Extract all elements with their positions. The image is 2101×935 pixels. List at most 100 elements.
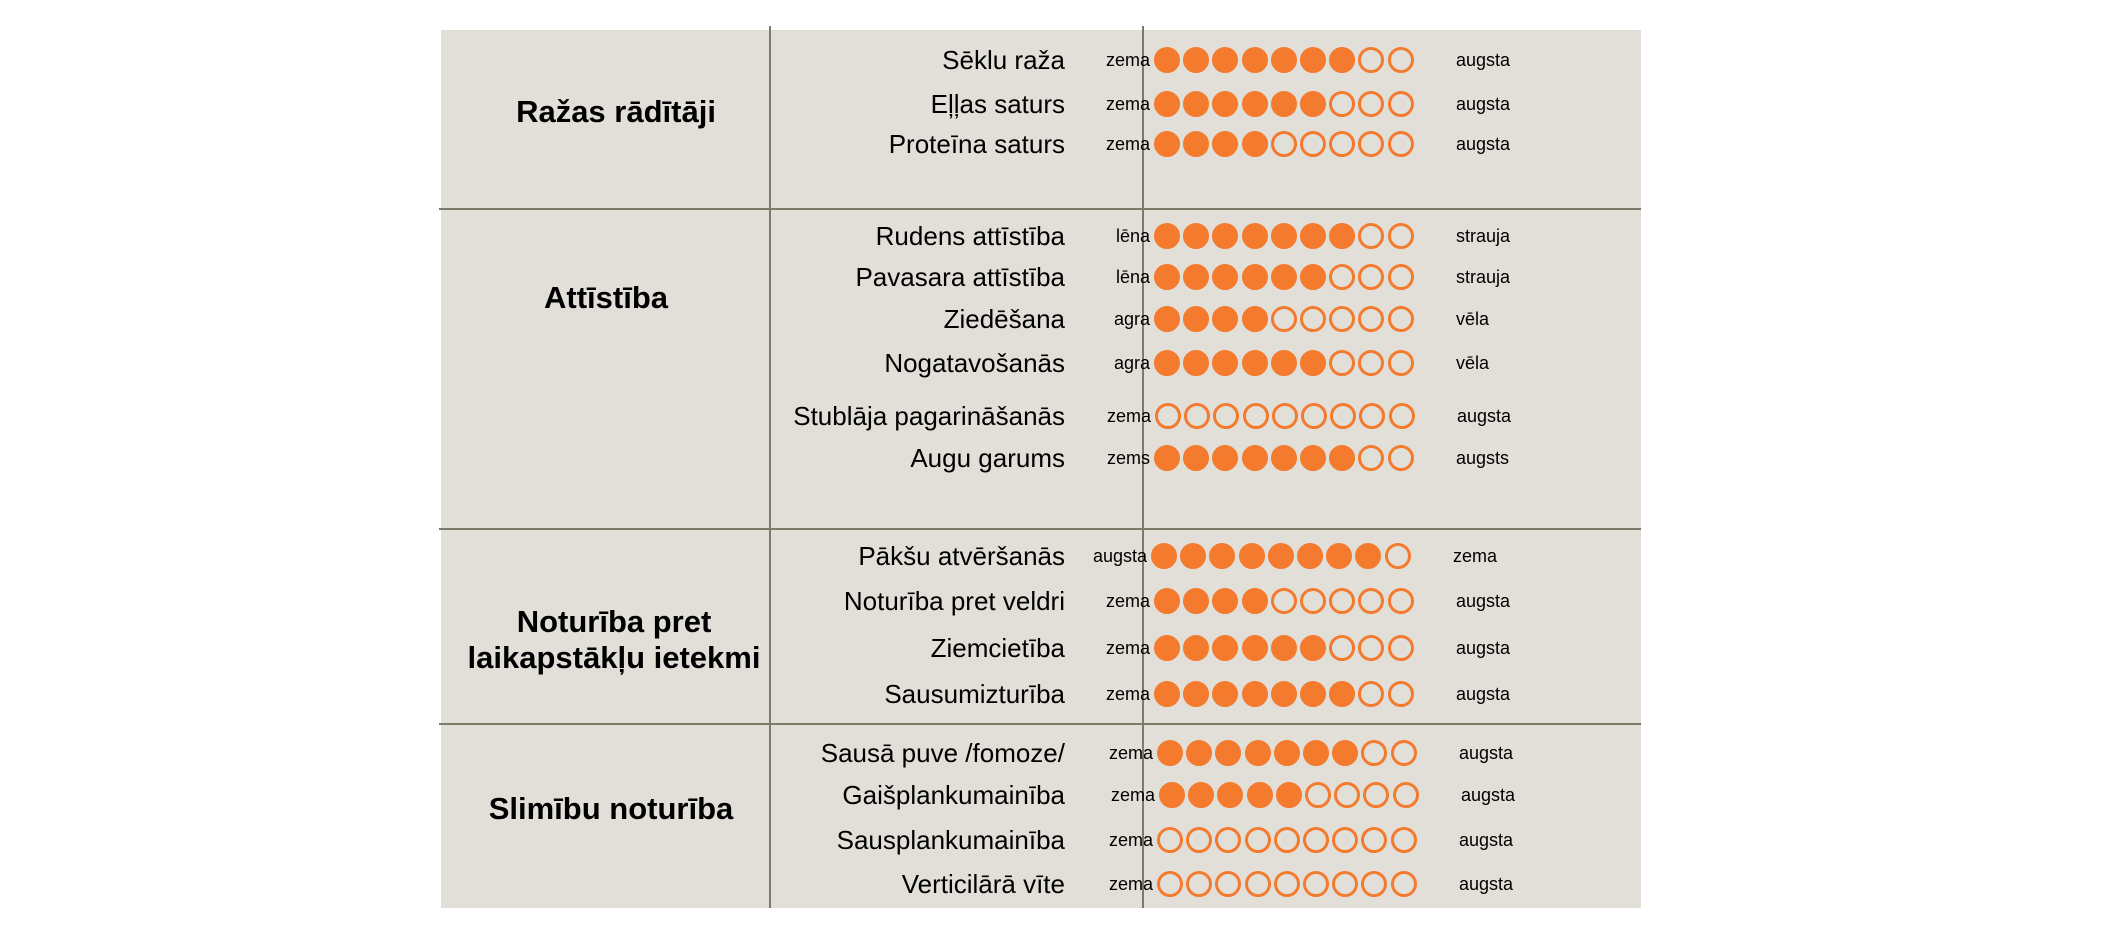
- filled-dot: [1183, 306, 1210, 332]
- empty-dot: [1388, 403, 1415, 429]
- empty-dot: [1387, 91, 1414, 117]
- empty-dot: [1302, 871, 1329, 897]
- empty-dot: [1157, 827, 1183, 853]
- filled-dot: [1299, 350, 1326, 376]
- scale-low-label: zema: [1105, 591, 1150, 611]
- rating-dots: [1154, 586, 1414, 616]
- empty-dot: [1392, 782, 1419, 808]
- empty-dot: [1358, 588, 1385, 614]
- rating-scale: zema augsta: [1107, 401, 1585, 431]
- empty-dot: [1186, 827, 1213, 853]
- filled-dot: [1183, 681, 1210, 707]
- filled-dot: [1241, 445, 1268, 471]
- rating-scale: zema augsta: [1106, 129, 1584, 159]
- empty-dot: [1359, 403, 1386, 429]
- empty-dot: [1157, 871, 1183, 897]
- rating-dots: [1154, 679, 1414, 709]
- empty-dot: [1184, 403, 1211, 429]
- rating-scale: zema augsta: [1106, 633, 1584, 663]
- filled-dot: [1159, 782, 1185, 808]
- scale-low-label: zema: [1106, 406, 1151, 426]
- filled-dot: [1302, 740, 1329, 766]
- filled-dot: [1212, 47, 1239, 73]
- empty-dot: [1358, 264, 1385, 290]
- empty-dot: [1299, 131, 1326, 157]
- scale-high-label: augsta: [1456, 638, 1511, 658]
- scale-high-label: augsta: [1456, 684, 1511, 704]
- filled-dot: [1329, 47, 1356, 73]
- filled-dot: [1183, 47, 1210, 73]
- filled-dot: [1215, 740, 1242, 766]
- filled-dot: [1299, 635, 1326, 661]
- rating-scale: zema augsta: [1109, 738, 1587, 768]
- empty-dot: [1270, 131, 1297, 157]
- scale-high-label: augsta: [1459, 743, 1514, 763]
- rating-scale: lēna strauja: [1116, 221, 1584, 251]
- filled-dot: [1244, 740, 1271, 766]
- empty-dot: [1329, 588, 1356, 614]
- filled-dot: [1329, 445, 1356, 471]
- empty-dot: [1304, 782, 1331, 808]
- filled-dot: [1299, 47, 1326, 73]
- criterion-label: Noturība pret veldri: [843, 586, 1065, 616]
- empty-dot: [1300, 403, 1327, 429]
- empty-dot: [1358, 47, 1385, 73]
- scale-low-label: agra: [1113, 309, 1150, 329]
- empty-dot: [1358, 681, 1385, 707]
- filled-dot: [1299, 264, 1326, 290]
- empty-dot: [1361, 827, 1388, 853]
- rating-dots: [1154, 633, 1414, 663]
- empty-dot: [1270, 306, 1297, 332]
- filled-dot: [1183, 91, 1210, 117]
- rating-dots: [1154, 262, 1414, 292]
- empty-dot: [1387, 635, 1414, 661]
- filled-dot: [1183, 445, 1210, 471]
- filled-dot: [1212, 635, 1239, 661]
- empty-dot: [1358, 131, 1385, 157]
- filled-dot: [1183, 350, 1210, 376]
- section-title: Ražas rādītāji: [516, 94, 716, 129]
- scale-high-label: vēla: [1456, 309, 1490, 329]
- filled-dot: [1188, 782, 1215, 808]
- rating-scale: zema augsta: [1106, 586, 1584, 616]
- rating-dots: [1154, 443, 1414, 473]
- filled-dot: [1299, 223, 1326, 249]
- section-title: Attīstība: [544, 280, 668, 315]
- filled-dot: [1241, 350, 1268, 376]
- section-divider: [439, 528, 1641, 530]
- empty-dot: [1329, 350, 1356, 376]
- empty-dot: [1186, 871, 1213, 897]
- empty-dot: [1387, 681, 1414, 707]
- filled-dot: [1180, 543, 1207, 569]
- filled-dot: [1154, 264, 1180, 290]
- filled-dot: [1154, 681, 1180, 707]
- filled-dot: [1154, 588, 1180, 614]
- scale-low-label: lēna: [1115, 267, 1150, 287]
- empty-dot: [1330, 403, 1357, 429]
- filled-dot: [1241, 588, 1268, 614]
- empty-dot: [1358, 635, 1385, 661]
- rating-scale: zema augsta: [1111, 780, 1589, 810]
- empty-dot: [1358, 350, 1385, 376]
- filled-dot: [1154, 131, 1180, 157]
- filled-dot: [1209, 543, 1236, 569]
- filled-dot: [1212, 306, 1239, 332]
- empty-dot: [1213, 403, 1240, 429]
- rating-scale: agra vēla: [1114, 348, 1584, 378]
- characteristics-table: Ražas rādītāji Sēklu raža zema augsta Eļļas …: [439, 26, 1641, 908]
- rating-scale: augsta zema: [1093, 541, 1581, 571]
- criterion-label: Sausumizturība: [884, 679, 1065, 709]
- section-title: Slimību noturība: [488, 791, 734, 826]
- criterion-label: Pākšu atvēršanās: [858, 541, 1065, 571]
- rating-dots: [1154, 304, 1414, 334]
- rating-scale: lēna strauja: [1116, 262, 1584, 292]
- filled-dot: [1217, 782, 1244, 808]
- filled-dot: [1296, 543, 1323, 569]
- scale-low-label: agra: [1113, 353, 1150, 373]
- scale-high-label: augsta: [1456, 94, 1511, 114]
- scale-high-label: augsta: [1459, 830, 1514, 850]
- empty-dot: [1390, 871, 1417, 897]
- filled-dot: [1270, 681, 1297, 707]
- rating-scale: zema augsta: [1109, 825, 1587, 855]
- empty-dot: [1387, 47, 1414, 73]
